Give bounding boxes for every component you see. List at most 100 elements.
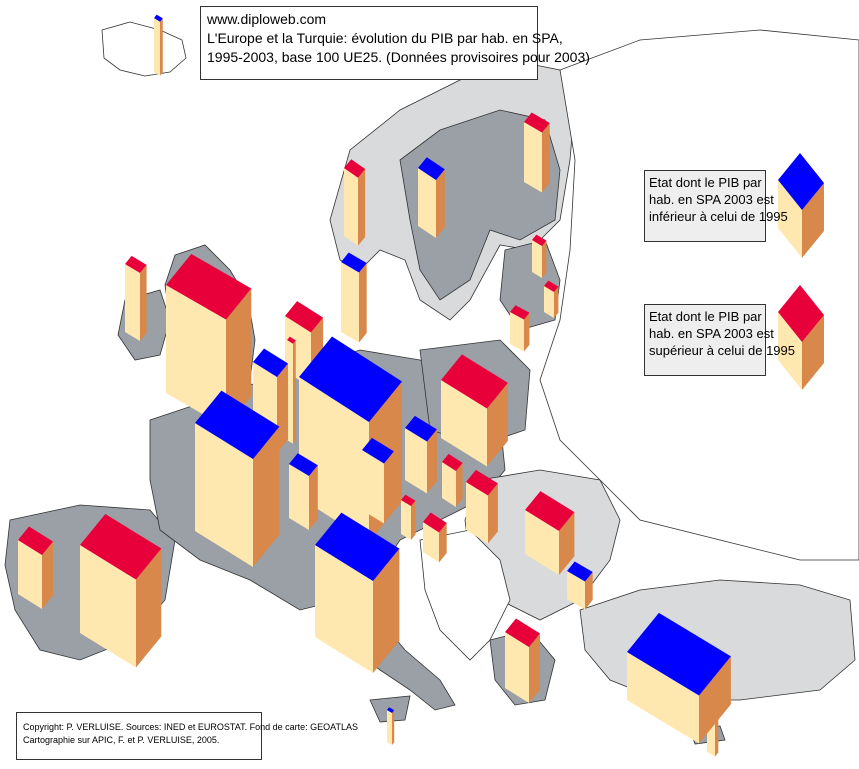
box-luxembourg [287, 336, 296, 444]
box-uk-front [166, 285, 226, 428]
box-finland [524, 112, 550, 193]
box-netherlands-top [285, 301, 324, 333]
box-ireland-front [125, 264, 140, 341]
box-austria-top [362, 437, 394, 464]
box-malta-front [387, 710, 392, 745]
box-romania-top [525, 491, 575, 531]
box-hungary-front [466, 482, 488, 544]
box-romania [525, 491, 575, 575]
box-sweden-front [418, 168, 436, 238]
box-france-front [195, 423, 253, 567]
legend-increase-line-1: Etat dont le PIB par [649, 309, 762, 324]
box-norway-top [344, 159, 366, 178]
legend-decrease: Etat dont le PIB par hab. en SPA 2003 es… [644, 170, 788, 242]
box-poland [441, 354, 508, 467]
box-romania-front [525, 510, 559, 575]
box-estonia-side [542, 240, 547, 278]
land-iceland [101, 21, 187, 77]
box-turkey [627, 612, 731, 744]
copyright-line-1: Copyright: P. VERLUISE. Sources: INED et… [23, 722, 358, 732]
box-uk [166, 253, 252, 428]
box-slovenia-side [411, 500, 416, 540]
box-ireland [125, 255, 147, 341]
box-slovenia-top [401, 494, 416, 506]
box-iceland-side [160, 18, 163, 76]
box-finland-front [524, 122, 542, 193]
box-denmark-top [341, 252, 367, 273]
box-cyprus-side [715, 712, 719, 757]
box-spain [80, 513, 162, 668]
box-norway [344, 159, 366, 246]
box-germany-top [299, 336, 402, 422]
box-finland-top [524, 112, 550, 133]
box-finland-side [542, 123, 550, 193]
box-portugal-top [18, 526, 53, 555]
box-uk-side [226, 288, 252, 428]
box-lithuania-top [510, 305, 530, 320]
box-bulgaria-front [567, 571, 585, 610]
box-norway-front [344, 168, 358, 246]
map-title-box: www.diploweb.com L'Europe et la Turquie:… [200, 6, 590, 80]
box-sweden [418, 157, 445, 238]
box-malta [387, 707, 395, 745]
legend-decrease-line-3: inférieur à celui de 1995 [649, 209, 788, 224]
box-slovakia-top [442, 453, 463, 471]
box-iceland-top [154, 14, 163, 22]
copyright-line-2: Cartographie sur APIC, F. et P. VERLUISE… [23, 735, 220, 745]
title-line-2: L'Europe et la Turquie: évolution du PIB… [207, 30, 563, 46]
copyright-box: Copyright: P. VERLUISE. Sources: INED et… [16, 712, 358, 760]
box-hungary [466, 469, 498, 544]
box-portugal [18, 526, 53, 609]
box-denmark-front [341, 262, 359, 343]
box-poland-top [441, 354, 508, 409]
box-hungary-side [488, 483, 498, 544]
box-latvia [544, 280, 559, 318]
box-denmark [341, 252, 367, 343]
box-portugal-side [42, 541, 53, 609]
box-czech-side [427, 429, 437, 494]
legend-increase: Etat dont le PIB par hab. en SPA 2003 es… [644, 304, 795, 376]
box-iceland-front [154, 18, 160, 76]
legend-increase-line-2: hab. en SPA 2003 est [649, 326, 774, 341]
title-line-3: 1995-2003, base 100 UE25. (Données provi… [207, 49, 590, 65]
box-latvia-side [554, 286, 559, 318]
box-luxembourg-front [287, 340, 293, 444]
box-slovakia-side [456, 462, 463, 507]
box-estonia-top [532, 234, 547, 246]
box-france-top [195, 390, 280, 459]
box-lithuania-front [510, 312, 524, 352]
box-czech [405, 415, 437, 494]
box-poland-front [441, 380, 487, 467]
box-turkey-front [627, 652, 699, 744]
box-croatia-side [439, 523, 447, 563]
box-lithuania [510, 305, 530, 352]
legend-increase-line-3: supérieur à celui de 1995 [649, 343, 795, 358]
box-turkey-top [627, 612, 731, 696]
box-spain-front [80, 545, 136, 668]
box-iceland [154, 14, 163, 76]
box-switzerland [289, 453, 318, 530]
box-france-side [253, 426, 280, 567]
gdp-boxes [18, 14, 824, 757]
box-estonia-front [532, 240, 542, 278]
box-slovakia-front [442, 462, 456, 507]
box-ireland-side [140, 264, 147, 341]
legend-decrease-box [778, 153, 824, 258]
box-turkey-side [699, 656, 731, 744]
box-romania-side [559, 512, 575, 575]
box-estonia [532, 234, 547, 278]
box-czech-top [405, 415, 437, 442]
box-france [195, 390, 280, 567]
box-latvia-top [544, 280, 559, 292]
box-croatia [423, 512, 447, 563]
box-bulgaria-side [585, 572, 593, 610]
box-sweden-top [418, 157, 445, 180]
box-slovenia-front [401, 500, 411, 540]
box-croatia-top [423, 512, 447, 533]
box-austria-side [384, 451, 394, 524]
box-uk-top [166, 253, 252, 320]
box-greece-side [529, 633, 540, 703]
box-slovakia [442, 453, 463, 507]
